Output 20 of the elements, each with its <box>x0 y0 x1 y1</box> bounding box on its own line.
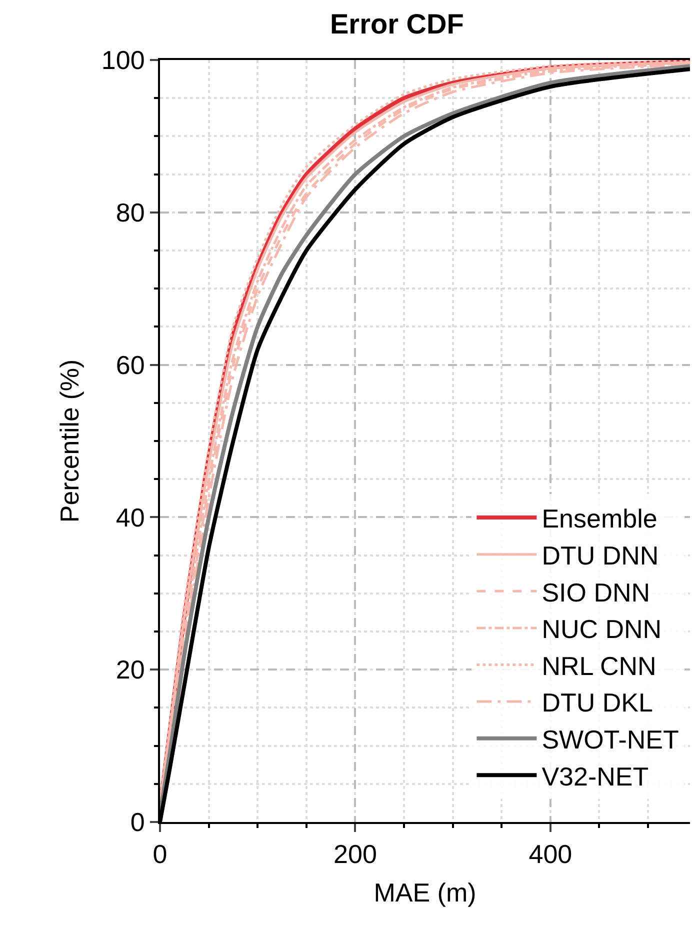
y-tick-label: 20 <box>116 654 145 685</box>
legend-label: NUC DNN <box>542 614 662 644</box>
x-tick-label: 200 <box>334 839 377 870</box>
chart-title: Error CDF <box>330 8 464 40</box>
legend-label: V32-NET <box>542 761 649 792</box>
legend-label: SWOT-NET <box>542 724 680 754</box>
legend-label: SIO DNN <box>542 577 650 608</box>
x-tick-label: 400 <box>528 839 572 870</box>
legend-label: DTU DNN <box>542 540 659 570</box>
x-tick-label: 0 <box>152 839 168 870</box>
y-tick-label: 80 <box>116 198 145 228</box>
legend-label: DTU DKL <box>542 688 653 718</box>
y-tick-label: 60 <box>116 350 145 380</box>
y-axis-title: Percentile (%) <box>54 359 84 523</box>
legend-label: NRL CNN <box>542 650 656 681</box>
x-axis-title: MAE (m) <box>374 877 476 908</box>
y-tick-label: 0 <box>130 807 145 838</box>
y-tick-label: 100 <box>101 45 145 76</box>
y-tick-label: 40 <box>116 502 145 532</box>
legend-label: Ensemble <box>542 504 658 534</box>
